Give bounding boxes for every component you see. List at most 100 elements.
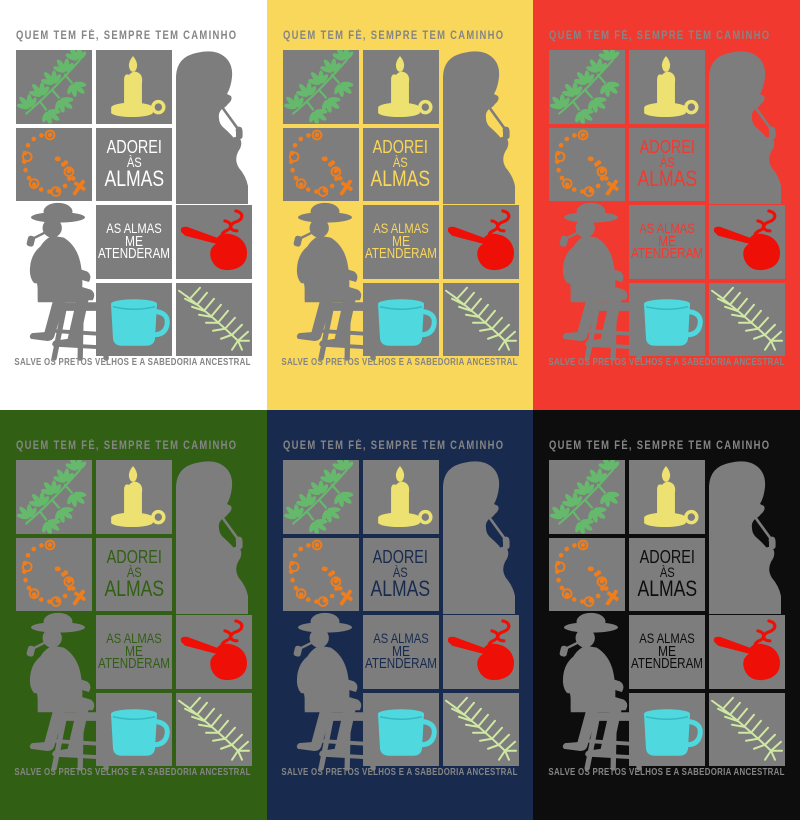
rosary-beads-icon [549, 128, 625, 202]
cell-adorei-as-almas: ADOREI ÀS ALMAS [629, 127, 706, 201]
atenderam-line3: ATENDERAM [98, 656, 170, 673]
adorei-line2: ÀS [659, 563, 675, 580]
cell-enamel-mug [362, 692, 439, 766]
adorei-line2: ÀS [659, 153, 675, 170]
cell-enamel-mug [96, 282, 172, 356]
poster-caption-text: SALVE OS PRETOS VELHOS E A SABEDORIA ANC… [281, 766, 518, 778]
woman-smoking-pipe-silhouette [443, 460, 519, 614]
poster-caption-text: SALVE OS PRETOS VELHOS E A SABEDORIA ANC… [14, 766, 252, 778]
cell-rosary [282, 127, 359, 202]
atenderam-line3: ATENDERAM [364, 656, 437, 673]
adorei-line1: ADOREI [639, 547, 695, 568]
rosemary-sprig-icon [443, 283, 519, 357]
poster-grid: ADOREI ÀS ALMAS AS ALMAS ME ATENDERAM [282, 50, 519, 357]
cell-rue-branch [282, 50, 359, 124]
poster-caption: SALVE OS PRETOS VELHOS E A SABEDORIA ANC… [267, 766, 533, 778]
adorei-line3: ALMAS [370, 575, 431, 601]
poster-caption-text: SALVE OS PRETOS VELHOS E A SABEDORIA ANC… [548, 356, 785, 368]
poster-caption: SALVE OS PRETOS VELHOS E A SABEDORIA ANC… [0, 766, 266, 778]
cell-enamel-mug [629, 282, 706, 356]
rue-branch-icon [549, 50, 625, 124]
atenderam-line1: AS ALMAS [106, 219, 162, 236]
adorei-line3: ALMAS [104, 575, 164, 601]
adorei-line1: ADOREI [106, 137, 162, 158]
seated-preto-velho-silhouette [2, 200, 114, 362]
cell-candlestick [362, 460, 439, 534]
rue-branch-icon [549, 460, 625, 534]
atenderam-line3: ATENDERAM [364, 246, 437, 263]
atenderam-line1: AS ALMAS [372, 219, 429, 236]
cell-enamel-mug [96, 692, 172, 766]
rosemary-sprig-icon [443, 693, 519, 767]
cell-as-almas-me-atenderam: AS ALMAS ME ATENDERAM [96, 615, 172, 689]
candlestick-icon [363, 460, 439, 534]
adorei-line2: ÀS [126, 153, 142, 170]
candlestick-icon [629, 460, 705, 534]
cell-rosemary [442, 692, 519, 767]
atenderam-line2: ME [391, 232, 410, 250]
cell-adorei-as-almas: ADOREI ÀS ALMAS [96, 537, 172, 611]
seated-preto-velho-silhouette [535, 200, 647, 362]
woman-smoking-pipe-silhouette [709, 50, 785, 204]
rue-branch-icon [283, 460, 359, 534]
woman-smoking-pipe-silhouette [443, 50, 519, 204]
poster-tile-dark-green: QUEM TEM FÉ, SEMPRE TEM CAMINHO ADOREI À… [0, 410, 267, 820]
rosemary-sprig-icon [709, 693, 785, 767]
poster-caption-text: SALVE OS PRETOS VELHOS E A SABEDORIA ANC… [14, 356, 252, 368]
smoking-pipe-icon [443, 615, 519, 689]
poster-tile-red: QUEM TEM FÉ, SEMPRE TEM CAMINHO ADOREI À… [533, 0, 800, 410]
rue-branch-icon [16, 50, 92, 124]
cell-as-almas-me-atenderam: AS ALMAS ME ATENDERAM [629, 205, 706, 279]
rosary-beads-icon [16, 128, 92, 202]
cell-adorei-as-almas: ADOREI ÀS ALMAS [362, 537, 439, 611]
poster-caption-text: SALVE OS PRETOS VELHOS E A SABEDORIA ANC… [281, 356, 518, 368]
rosary-beads-icon [16, 538, 92, 612]
cell-rosemary [709, 282, 786, 356]
rosemary-sprig-icon [176, 693, 252, 767]
poster-header-text: QUEM TEM FÉ, SEMPRE TEM CAMINHO [16, 30, 238, 42]
atenderam-line3: ATENDERAM [631, 246, 704, 263]
cell-rosary [549, 127, 626, 202]
candlestick-icon [96, 50, 172, 124]
rosary-beads-icon [283, 538, 359, 612]
atenderam-line2: ME [658, 642, 677, 660]
poster-header-text: QUEM TEM FÉ, SEMPRE TEM CAMINHO [282, 30, 505, 42]
poster-grid: ADOREI ÀS ALMAS AS ALMAS ME ATENDERAM [16, 460, 252, 766]
poster-caption: SALVE OS PRETOS VELHOS E A SABEDORIA ANC… [533, 356, 799, 368]
atenderam-line2: ME [125, 642, 143, 660]
rosary-beads-icon [283, 128, 359, 202]
poster-grid: ADOREI ÀS ALMAS AS ALMAS ME ATENDERAM [282, 460, 519, 767]
poster-grid: ADOREI ÀS ALMAS AS ALMAS ME ATENDERAM [549, 460, 786, 767]
adorei-line2: ÀS [393, 563, 409, 580]
cell-smoking-pipe [442, 205, 519, 279]
atenderam-line3: ATENDERAM [98, 246, 170, 263]
cell-candlestick [96, 460, 172, 534]
cell-rosemary [176, 692, 252, 767]
cell-rosemary [709, 692, 786, 767]
seated-preto-velho-silhouette [269, 200, 381, 362]
cell-smoking-pipe [176, 205, 252, 279]
cell-as-almas-me-atenderam: AS ALMAS ME ATENDERAM [362, 615, 439, 689]
cell-rue-branch [16, 460, 92, 534]
woman-smoking-pipe-silhouette [709, 460, 785, 614]
atenderam-line2: ME [125, 232, 143, 250]
adorei-line3: ALMAS [637, 165, 698, 191]
cell-rosary [282, 537, 359, 612]
poster-header-text: QUEM TEM FÉ, SEMPRE TEM CAMINHO [16, 440, 238, 452]
seated-preto-velho-silhouette [269, 610, 381, 772]
poster-grid: ADOREI ÀS ALMAS AS ALMAS ME ATENDERAM [16, 50, 252, 356]
smoking-pipe-icon [176, 615, 252, 689]
cell-candlestick [96, 50, 172, 124]
cell-smoking-pipe [709, 205, 786, 279]
cell-rosary [549, 537, 626, 612]
woman-smoking-pipe-silhouette [176, 50, 252, 204]
rue-branch-icon [16, 460, 92, 534]
poster-caption-text: SALVE OS PRETOS VELHOS E A SABEDORIA ANC… [548, 766, 785, 778]
cell-rue-branch [16, 50, 92, 124]
cell-adorei-as-almas: ADOREI ÀS ALMAS [96, 127, 172, 201]
cell-rosary [16, 537, 92, 612]
cell-enamel-mug [629, 692, 706, 766]
cell-smoking-pipe [176, 615, 252, 689]
rosary-beads-icon [549, 538, 625, 612]
woman-smoking-pipe-silhouette [176, 460, 252, 614]
